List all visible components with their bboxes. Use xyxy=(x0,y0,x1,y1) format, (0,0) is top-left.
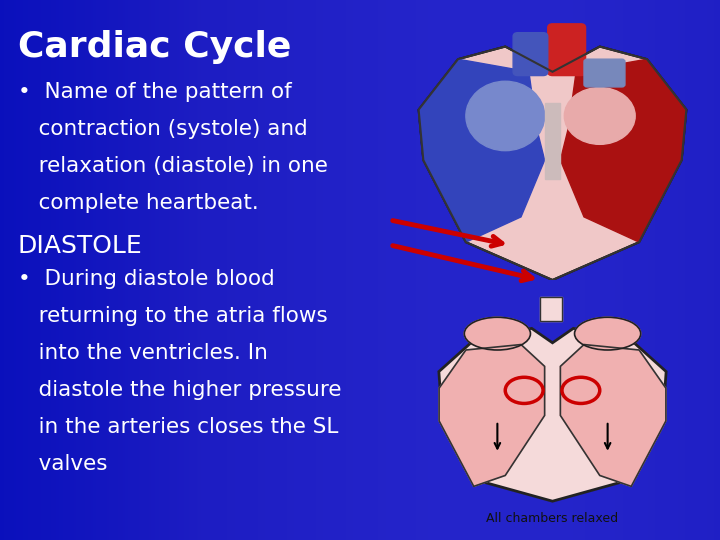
Text: All chambers relaxed: All chambers relaxed xyxy=(487,511,618,524)
Text: Cardiac Cycle: Cardiac Cycle xyxy=(18,30,292,64)
Ellipse shape xyxy=(564,87,635,144)
Polygon shape xyxy=(418,59,544,242)
FancyBboxPatch shape xyxy=(513,32,548,76)
Text: contraction (systole) and: contraction (systole) and xyxy=(18,119,307,139)
Text: •  During diastole blood: • During diastole blood xyxy=(18,269,275,289)
Text: into the ventricles. In: into the ventricles. In xyxy=(18,343,268,363)
Bar xyxy=(540,296,562,321)
Polygon shape xyxy=(560,59,686,242)
FancyBboxPatch shape xyxy=(548,24,585,76)
Text: DIASTOLE: DIASTOLE xyxy=(18,234,143,258)
Ellipse shape xyxy=(464,318,531,350)
Text: in the arteries closes the SL: in the arteries closes the SL xyxy=(18,417,338,437)
Ellipse shape xyxy=(575,318,641,350)
Text: returning to the atria flows: returning to the atria flows xyxy=(18,306,328,326)
Text: valves: valves xyxy=(18,454,107,474)
Text: complete heartbeat.: complete heartbeat. xyxy=(18,193,258,213)
Polygon shape xyxy=(560,345,666,487)
Text: •  Name of the pattern of: • Name of the pattern of xyxy=(18,82,292,102)
FancyBboxPatch shape xyxy=(584,59,625,87)
Polygon shape xyxy=(439,345,544,487)
Text: diastole the higher pressure: diastole the higher pressure xyxy=(18,380,341,400)
Text: relaxation (diastole) in one: relaxation (diastole) in one xyxy=(18,156,328,176)
Polygon shape xyxy=(418,46,686,280)
Bar xyxy=(544,103,560,179)
Bar xyxy=(540,296,562,321)
Ellipse shape xyxy=(466,81,544,151)
Polygon shape xyxy=(439,328,666,501)
